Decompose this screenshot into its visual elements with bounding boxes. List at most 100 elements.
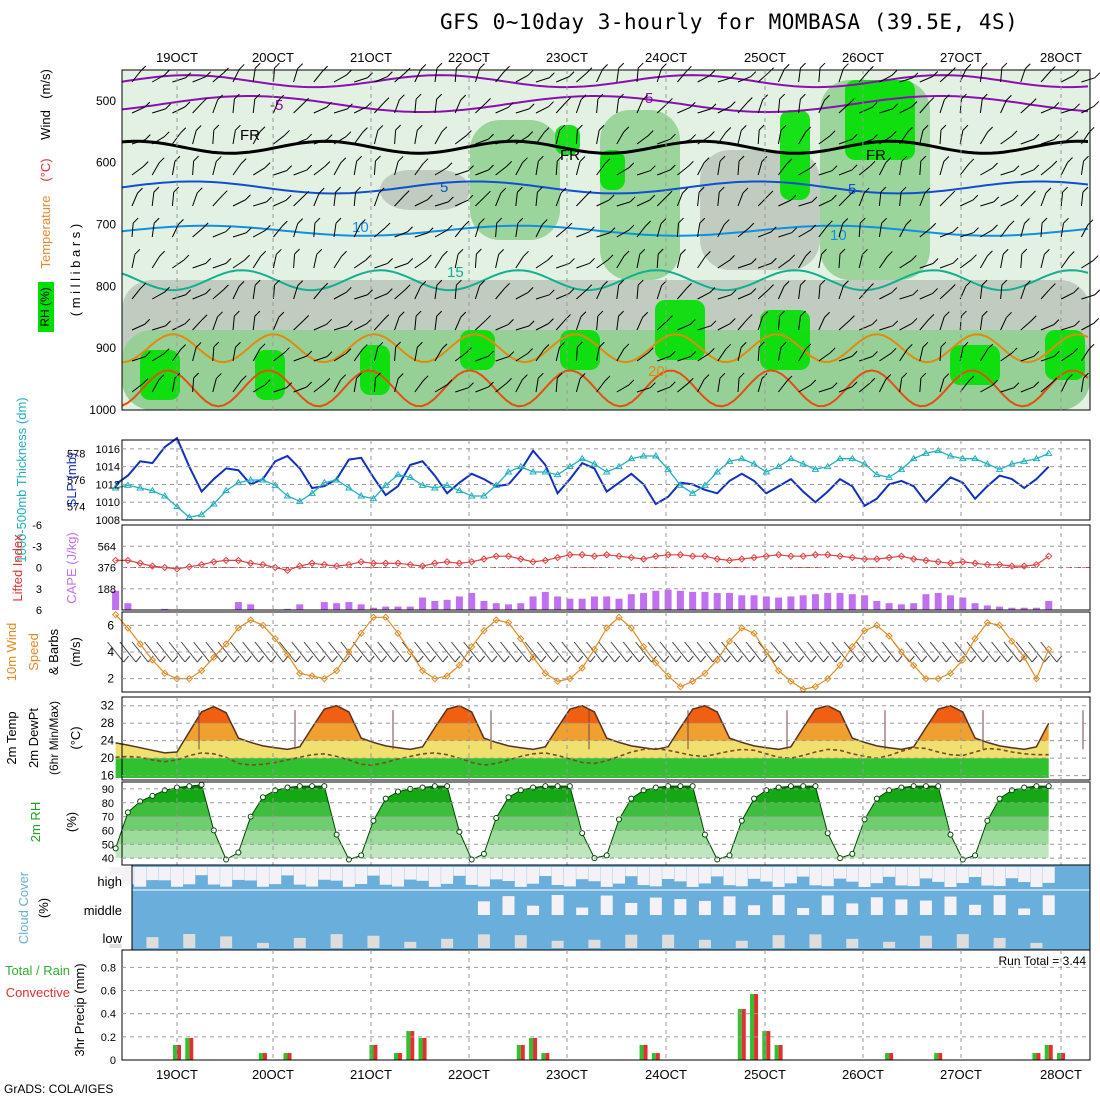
precip-convective-bar (766, 1031, 771, 1060)
dewpt2m-axis-label: 2m DewPt (26, 708, 41, 768)
cloud-clear-high (600, 867, 613, 887)
wind-barb-flag (1041, 217, 1048, 224)
rh-tick-label: 40 (102, 853, 114, 865)
wind-barb (333, 192, 337, 207)
wind-barb-flag (869, 377, 876, 384)
thickness-point (259, 476, 267, 483)
thickness-tick-label: 576 (67, 475, 85, 487)
wind-barb-flag (420, 280, 427, 287)
wind-barb-flag (196, 187, 203, 194)
wind-barb-flag (393, 655, 400, 663)
lifted-index-point (296, 562, 304, 570)
rh-high-region (600, 150, 625, 190)
wind-barb (373, 130, 379, 145)
cloud-clear-high (735, 867, 748, 887)
lifted-index-point (1045, 552, 1053, 560)
wind-barb (697, 74, 711, 83)
wind-barb (575, 161, 581, 176)
wind-barb (394, 130, 397, 145)
wind-barb-flag (1024, 218, 1030, 224)
lifted-index-point (492, 552, 500, 560)
wind-barb (152, 325, 166, 331)
wind-barb-flag (158, 374, 165, 381)
wind-barb (172, 106, 186, 114)
cloud-clear-high (919, 867, 932, 879)
wind-barb (535, 106, 549, 114)
wind-barb (555, 161, 558, 176)
wind-barb-flag (1073, 287, 1080, 294)
wind-barb (212, 130, 215, 145)
wind-barb (657, 355, 671, 362)
wind-barb (598, 641, 616, 663)
wind-barb-flag (771, 257, 777, 264)
run-total-label: Run Total = 3.44 (998, 954, 1086, 968)
wind-barb (838, 223, 844, 238)
lifted-index-point (246, 559, 255, 567)
wind-barb (495, 139, 510, 145)
wind-barb-flag (556, 155, 563, 162)
precip-convective-bar (410, 1031, 415, 1060)
wind-barb (656, 285, 663, 300)
precip-convective-bar (741, 1009, 746, 1060)
cloud-clear-low (1030, 942, 1043, 948)
wind-barb (858, 192, 865, 207)
wind-barb (151, 192, 155, 207)
wind-barb-flag (586, 284, 593, 291)
wind-barb-flag (577, 124, 583, 131)
wind-barb-flag (638, 655, 645, 663)
wind-barb-flag (783, 63, 790, 70)
wind-barb (919, 319, 930, 331)
wind-speed-point (885, 632, 893, 640)
cape-bar (578, 598, 586, 610)
wind-barb (434, 167, 448, 176)
top-date-label: 21OCT (350, 50, 392, 65)
wind-barb-flag (560, 187, 567, 194)
wind10m-axis-label: (m/s) (68, 637, 83, 667)
wind-barb-flag (932, 288, 938, 294)
wind-barb (474, 285, 481, 300)
wind-barb (212, 262, 227, 269)
rh-point (296, 783, 303, 790)
top-date-label: 23OCT (546, 50, 588, 65)
wind-barb-flag (160, 655, 166, 663)
wind-barb-flag (1062, 186, 1068, 193)
wind-barb (616, 229, 630, 238)
wind-barb-flag (928, 313, 935, 320)
wind-barb (192, 130, 197, 145)
wind-speed-point (713, 656, 721, 664)
thickness-point (934, 446, 943, 454)
wind-barb (555, 319, 566, 331)
wind-barb (1080, 378, 1084, 393)
thickness-point (185, 513, 194, 520)
wind-barb-flag (1011, 347, 1018, 354)
wind-barb (232, 69, 240, 83)
wind-barb-flag (1033, 133, 1040, 140)
wind-barb (535, 132, 545, 145)
wind-barb (414, 641, 431, 663)
wind-barb-flag (667, 315, 673, 321)
rh-point (493, 814, 500, 821)
wind-barb-flag (221, 190, 228, 197)
wind-barb-flag (649, 194, 656, 201)
wind-barb (333, 136, 347, 145)
thickness-point (737, 454, 746, 462)
wind-barb (1040, 107, 1055, 114)
wind-barb-flag (347, 320, 353, 327)
wind-barb (171, 132, 182, 145)
wind-barb-flag (970, 655, 977, 663)
lifted-index-point (480, 555, 488, 563)
wind-barb-flag (689, 102, 696, 108)
wind-barb-flag (577, 341, 583, 348)
cloud-clear-high (453, 867, 466, 876)
thickness-point (308, 489, 316, 496)
rh-tick-label: 60 (102, 825, 114, 837)
wind-barb-flag (1033, 350, 1040, 357)
cape-bar (652, 590, 660, 610)
wind-barb (374, 102, 385, 114)
wind-barb-flag (730, 72, 737, 79)
wind-barb-flag (508, 319, 514, 325)
wind-barb (737, 102, 748, 114)
lifted-index-point (553, 553, 562, 562)
wind-barb-flag (460, 311, 467, 318)
wind-barb (879, 292, 893, 300)
